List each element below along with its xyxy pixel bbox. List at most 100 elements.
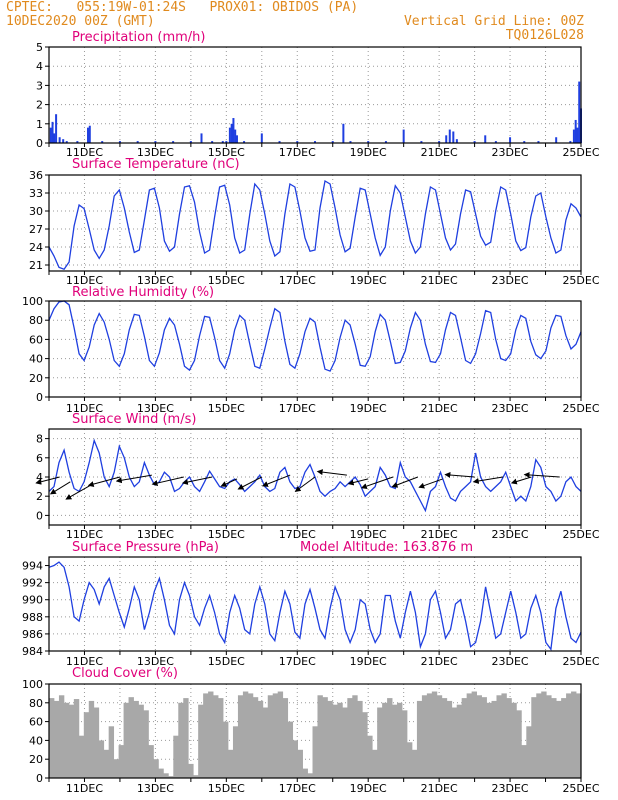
y-tick-label: 40 — [29, 353, 43, 366]
precip-bar — [189, 141, 192, 143]
precip-bar — [509, 137, 512, 143]
cloud-bar — [571, 691, 577, 778]
y-tick-label: 36 — [29, 169, 43, 182]
x-tick-label: 15DEC — [208, 782, 245, 795]
x-tick-label: 15DEC — [208, 402, 245, 415]
x-tick-label: 15DEC — [208, 274, 245, 287]
precip-bar — [452, 131, 455, 143]
precip-bar — [243, 141, 246, 143]
header-model-id: TQ0126L028 — [505, 28, 584, 43]
precip-bar — [523, 141, 526, 143]
cloud-bar — [208, 691, 214, 778]
cloud-bar — [367, 735, 373, 778]
x-tick-label: 15DEC — [208, 528, 245, 541]
cloud-bar — [516, 710, 522, 778]
cloud-bar — [73, 699, 80, 778]
cloud-bar — [227, 749, 234, 778]
temp-line — [48, 179, 582, 270]
wind-vector — [523, 471, 560, 478]
cloud-bar — [382, 702, 388, 778]
precip-bar — [578, 81, 581, 143]
precip-bar — [260, 133, 263, 143]
cloud-bar — [506, 698, 512, 778]
cloud-bar — [347, 698, 353, 778]
precip-bar — [331, 141, 334, 143]
y-tick-label: 80 — [29, 314, 43, 327]
precip-bar — [200, 133, 203, 143]
precip-bar — [76, 141, 79, 143]
cloud-bar — [466, 693, 473, 778]
x-tick-label: 17DEC — [279, 402, 316, 415]
cloud-bar — [471, 691, 477, 778]
precip-bar — [136, 141, 139, 143]
precip-bar — [172, 141, 175, 143]
cloud-bar — [158, 768, 164, 778]
cloud-bar — [223, 721, 229, 778]
cloud-bar — [108, 726, 115, 778]
cloud-bar — [327, 700, 333, 778]
cloud-bar — [272, 693, 279, 778]
cloud-bar — [168, 776, 174, 778]
cloud-bar — [237, 695, 244, 778]
precip-bar — [342, 123, 345, 143]
x-tick-label: 23DEC — [492, 782, 529, 795]
x-tick-label: 19DEC — [350, 274, 387, 287]
y-tick-label: 990 — [22, 594, 43, 607]
precip-bar — [232, 118, 235, 143]
cloud-bar — [521, 745, 527, 778]
cloud-bar — [188, 763, 194, 778]
panel-temp: 21 24 27 30 33 36 11DEC 13DEC 15DEC 17DEC 19DEC 21D… — [29, 157, 600, 287]
cloud-bar — [148, 745, 154, 778]
x-tick-label: 17DEC — [279, 274, 316, 287]
cloud-bar — [103, 749, 110, 778]
precip-bar — [53, 133, 56, 143]
wind-title: Surface Wind (m/s) — [72, 412, 196, 427]
wind-vector — [87, 476, 121, 487]
x-tick-label: 17DEC — [279, 782, 316, 795]
cloud-bar — [317, 695, 323, 778]
x-tick-label: 15DEC — [208, 655, 245, 668]
cloud-bar — [78, 735, 85, 778]
y-tick-label: 24 — [29, 241, 43, 254]
cloud-bar — [53, 700, 60, 778]
cloud-bar — [128, 697, 134, 778]
precip-bar — [51, 121, 54, 143]
x-tick-label: 25DEC — [562, 146, 599, 159]
header-station-line: CPTEC: 055:19W-01:24S PROX01: OBIDOS (PA… — [6, 0, 359, 15]
wind-vector — [35, 476, 60, 485]
x-tick-label: 17DEC — [279, 146, 316, 159]
cloud-bar — [332, 704, 338, 778]
y-tick-label: 0 — [36, 137, 43, 150]
x-tick-label: 25DEC — [562, 402, 599, 415]
panel-frame — [48, 300, 582, 398]
x-tick-label: 15DEC — [208, 146, 245, 159]
cloud-bar — [551, 698, 557, 778]
x-tick-label: 25DEC — [562, 782, 599, 795]
x-tick-label: 13DEC — [137, 782, 174, 795]
pressure-title: Surface Pressure (hPa) — [72, 540, 219, 555]
cloud-bar — [193, 775, 199, 778]
cloud-bar — [387, 698, 393, 778]
cloud-bar — [262, 707, 269, 778]
cloud-bar — [461, 698, 468, 778]
cloud-bar — [232, 726, 239, 778]
cloud-bar — [203, 693, 209, 778]
cloud-bar — [451, 707, 458, 778]
cloud-bar — [292, 740, 298, 778]
x-tick-label: 21DEC — [421, 402, 458, 415]
cloud-bar — [496, 695, 502, 778]
x-tick-label: 17DEC — [279, 655, 316, 668]
cloud-bar — [421, 695, 428, 778]
cloud-bar — [198, 704, 204, 778]
humidity-title: Relative Humidity (%) — [72, 285, 214, 300]
cloud-title: Cloud Cover (%) — [72, 666, 178, 681]
precip-bar — [537, 141, 540, 143]
y-tick-label: 60 — [29, 333, 43, 346]
cloud-bar — [476, 695, 482, 778]
precip-bar — [211, 141, 214, 143]
x-tick-label: 19DEC — [350, 782, 387, 795]
cloud-bar — [178, 702, 184, 778]
header-grid-note: Vertical Grid Line: 00Z — [403, 14, 584, 29]
x-tick-label: 21DEC — [421, 528, 458, 541]
